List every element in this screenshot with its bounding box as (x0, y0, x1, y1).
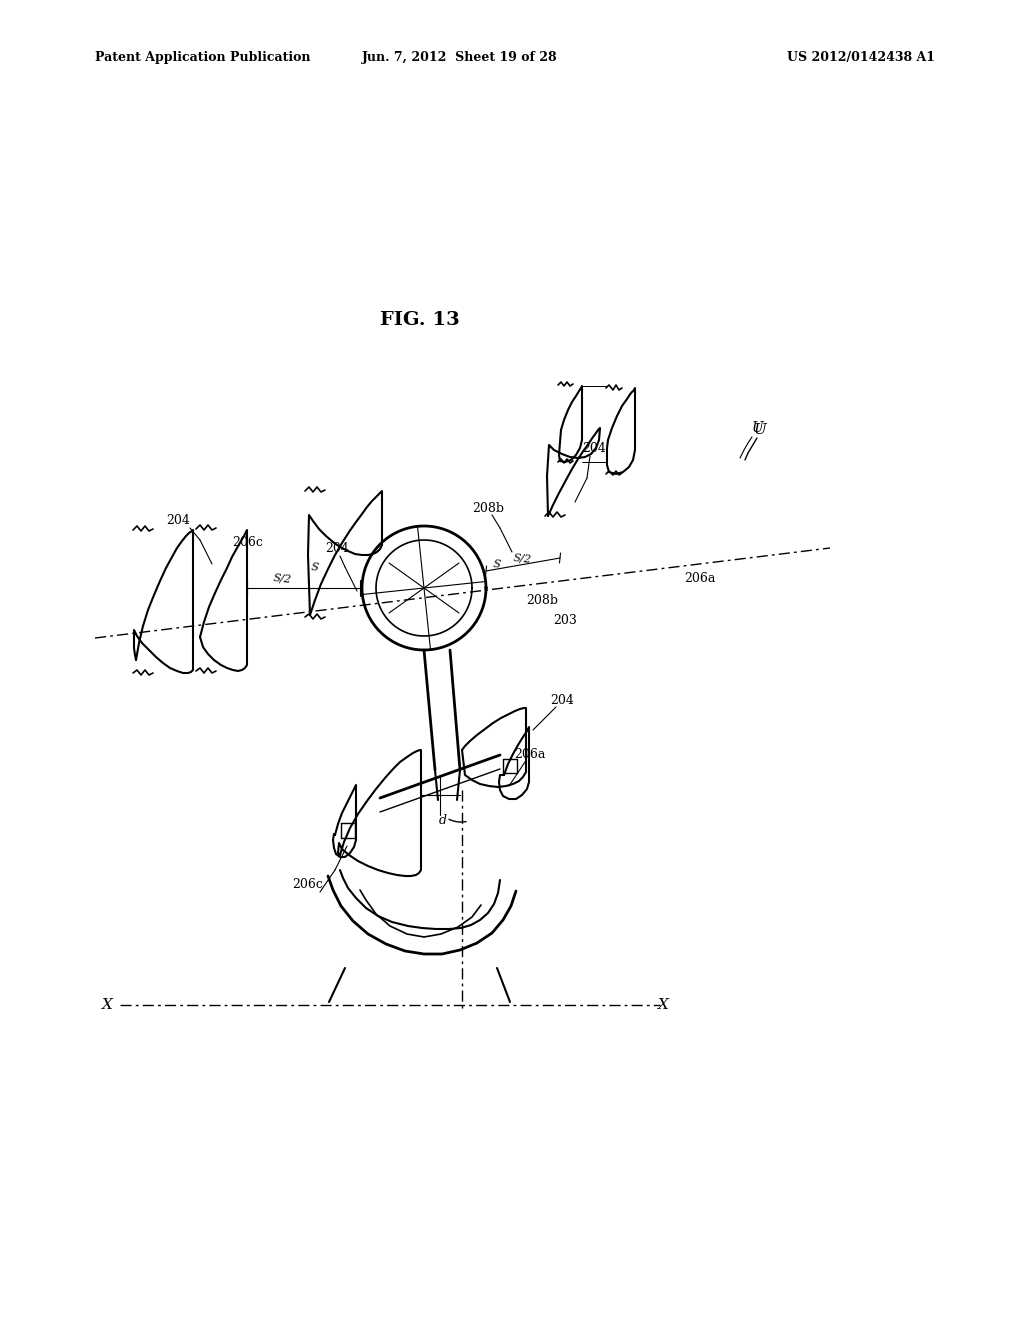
Text: 208b: 208b (472, 502, 504, 515)
Text: 206a: 206a (684, 572, 716, 585)
Text: U: U (754, 422, 766, 437)
Text: S: S (310, 561, 319, 573)
Text: S: S (493, 558, 502, 569)
Text: 204: 204 (550, 693, 573, 706)
Text: 204: 204 (166, 513, 189, 527)
Text: FIG. 13: FIG. 13 (380, 312, 460, 329)
Text: S/2: S/2 (272, 572, 292, 583)
Text: S/2: S/2 (512, 552, 531, 564)
Text: 203: 203 (553, 614, 577, 627)
Text: Jun. 7, 2012  Sheet 19 of 28: Jun. 7, 2012 Sheet 19 of 28 (362, 51, 558, 65)
Text: 206c: 206c (293, 879, 324, 891)
Text: 206c: 206c (232, 536, 263, 549)
Text: 206a: 206a (514, 748, 546, 762)
Text: U: U (752, 421, 764, 436)
Text: US 2012/0142438 A1: US 2012/0142438 A1 (787, 51, 935, 65)
Text: X: X (101, 998, 113, 1012)
Text: Patent Application Publication: Patent Application Publication (95, 51, 310, 65)
Text: d: d (439, 813, 447, 826)
Text: 204: 204 (582, 441, 606, 454)
Text: 204: 204 (325, 541, 349, 554)
Text: X: X (657, 998, 669, 1012)
Text: 208b: 208b (526, 594, 558, 606)
